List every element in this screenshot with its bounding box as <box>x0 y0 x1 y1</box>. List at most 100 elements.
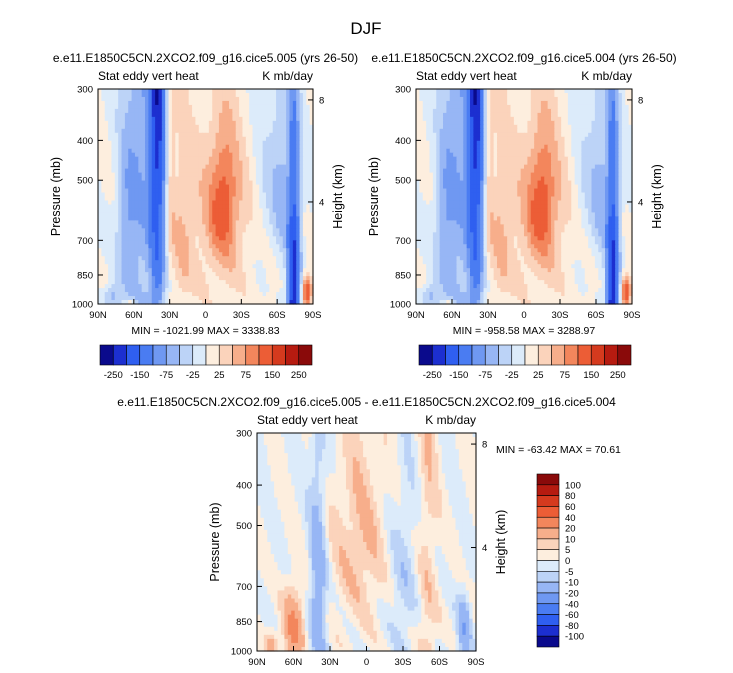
contour-cell <box>276 192 281 198</box>
contour-cell <box>265 200 270 206</box>
contour-cell <box>436 164 441 170</box>
contour-cell <box>131 208 136 214</box>
contour-cell <box>148 264 153 269</box>
contour-cell <box>185 120 190 126</box>
contour-cell <box>470 104 474 110</box>
contour-cell <box>524 136 528 142</box>
contour-cell <box>265 260 270 265</box>
contour-cell <box>98 156 102 162</box>
contour-cell <box>108 108 113 114</box>
contour-cell <box>252 216 257 221</box>
contour-cell <box>141 256 146 261</box>
contour-cell <box>218 96 223 102</box>
contour-cell <box>242 248 247 253</box>
contour-cell <box>286 192 291 198</box>
contour-cell <box>131 288 136 293</box>
contour-cell <box>168 168 173 174</box>
contour-cell <box>134 192 139 198</box>
contour-cell <box>510 156 515 162</box>
contour-cell <box>473 160 478 166</box>
contour-cell <box>151 180 156 186</box>
contour-cell <box>134 216 139 221</box>
contour-cell <box>239 104 244 110</box>
contour-cell <box>296 272 301 277</box>
contour-cell <box>302 89 307 94</box>
contour-cell <box>265 112 270 118</box>
contour-cell <box>272 200 277 206</box>
contour-cell <box>98 120 102 126</box>
contour-cell <box>503 148 508 154</box>
contour-cell <box>208 176 213 182</box>
contour-cell <box>232 200 237 206</box>
contour-cell <box>185 204 190 210</box>
contour-cell <box>289 200 294 206</box>
contour-cell <box>148 188 153 194</box>
contour-cell <box>212 112 217 118</box>
contour-cell <box>181 144 186 150</box>
contour-cell <box>262 176 267 182</box>
contour-cell <box>114 240 119 245</box>
contour-cell <box>432 140 437 146</box>
contour-cell <box>165 148 170 154</box>
contour-cell <box>470 176 474 182</box>
contour-cell <box>503 124 508 130</box>
contour-cell <box>625 100 630 106</box>
contour-cell <box>232 112 237 118</box>
contour-cell <box>459 164 464 170</box>
contour-cell <box>188 192 193 198</box>
contour-cell <box>540 148 545 154</box>
contour-cell <box>309 192 314 198</box>
y-axis-label: Pressure (mb) <box>49 157 63 236</box>
contour-cell <box>557 112 562 118</box>
contour-cell <box>530 176 535 182</box>
contour-cell <box>181 140 186 146</box>
contour-cell <box>165 112 170 118</box>
contour-cell <box>561 164 566 170</box>
contour-cell <box>540 104 545 110</box>
contour-cell <box>212 204 217 210</box>
contour-cell <box>218 264 223 269</box>
contour-cell <box>276 108 281 114</box>
contour-cell <box>242 172 247 178</box>
contour-cell <box>242 224 247 229</box>
contour-cell <box>111 168 116 174</box>
contour-cell <box>289 120 294 126</box>
contour-cell <box>262 132 267 138</box>
contour-cell <box>296 144 301 150</box>
contour-cell <box>134 188 139 194</box>
contour-cell <box>131 248 136 253</box>
contour-cell <box>131 156 136 162</box>
contour-cell <box>212 124 217 130</box>
contour-cell <box>296 140 301 146</box>
contour-cell <box>212 168 217 174</box>
contour-cell <box>416 136 420 142</box>
contour-cell <box>292 124 297 130</box>
contour-cell <box>138 128 143 134</box>
contour-cell <box>561 156 566 162</box>
contour-cell <box>98 132 102 138</box>
contour-cell <box>524 89 528 94</box>
contour-cell <box>503 108 508 114</box>
contour-cell <box>436 116 441 122</box>
contour-cell <box>615 152 620 158</box>
contour-cell <box>158 164 163 170</box>
contour-cell <box>276 116 281 122</box>
contour-cell <box>459 108 464 114</box>
contour-cell <box>618 140 623 146</box>
contour-cell <box>108 288 113 293</box>
contour-cell <box>218 296 223 301</box>
contour-cell <box>155 220 160 225</box>
contour-cell <box>151 144 156 150</box>
contour-cell <box>101 256 106 261</box>
contour-cell <box>104 268 109 273</box>
contour-cell <box>255 232 260 237</box>
contour-cell <box>178 264 183 269</box>
contour-cell <box>476 156 481 162</box>
contour-cell <box>608 156 613 162</box>
contour-cell <box>527 160 532 166</box>
contour-cell <box>581 104 586 110</box>
contour-cell <box>178 296 183 301</box>
contour-cell <box>544 148 549 154</box>
contour-cell <box>534 116 539 122</box>
contour-cell <box>259 240 264 245</box>
